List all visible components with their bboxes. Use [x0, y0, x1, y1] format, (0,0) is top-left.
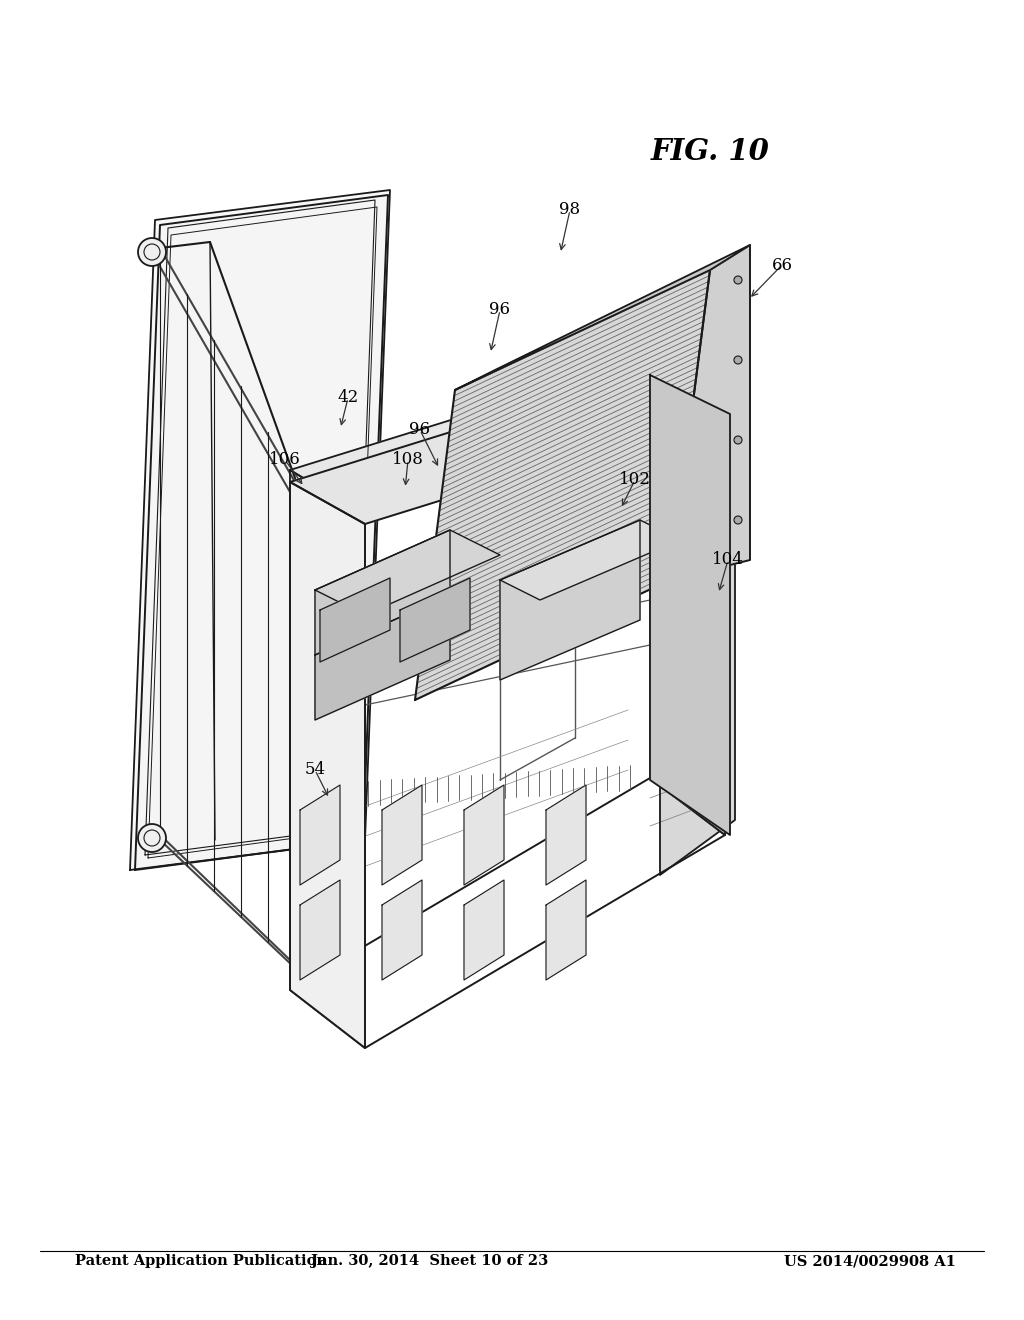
- Polygon shape: [315, 531, 500, 615]
- Text: 96: 96: [410, 421, 430, 438]
- Text: FIG. 10: FIG. 10: [650, 137, 769, 166]
- Text: 66: 66: [771, 256, 793, 273]
- Circle shape: [138, 824, 166, 851]
- Circle shape: [138, 238, 166, 267]
- Polygon shape: [290, 482, 365, 1048]
- Polygon shape: [415, 271, 710, 700]
- Polygon shape: [290, 355, 735, 515]
- Polygon shape: [650, 375, 730, 836]
- Text: 42: 42: [337, 389, 358, 407]
- Polygon shape: [546, 785, 586, 884]
- Text: 54: 54: [304, 762, 326, 779]
- Polygon shape: [660, 355, 735, 875]
- Circle shape: [734, 356, 742, 364]
- Circle shape: [734, 436, 742, 444]
- Polygon shape: [455, 246, 750, 389]
- Polygon shape: [290, 470, 365, 950]
- Text: 102: 102: [620, 471, 651, 488]
- Text: 104: 104: [712, 552, 744, 569]
- Text: US 2014/0029908 A1: US 2014/0029908 A1: [784, 1254, 956, 1269]
- Text: 96: 96: [489, 301, 511, 318]
- Polygon shape: [135, 195, 388, 870]
- Polygon shape: [382, 880, 422, 979]
- Text: Patent Application Publication: Patent Application Publication: [75, 1254, 327, 1269]
- Polygon shape: [500, 520, 640, 680]
- Polygon shape: [500, 520, 680, 601]
- Circle shape: [734, 516, 742, 524]
- Polygon shape: [382, 785, 422, 884]
- Polygon shape: [650, 370, 725, 836]
- Polygon shape: [464, 785, 504, 884]
- Polygon shape: [670, 246, 750, 579]
- Polygon shape: [546, 880, 586, 979]
- Polygon shape: [315, 531, 450, 655]
- Polygon shape: [400, 578, 470, 663]
- Polygon shape: [464, 880, 504, 979]
- Text: Jan. 30, 2014  Sheet 10 of 23: Jan. 30, 2014 Sheet 10 of 23: [311, 1254, 549, 1269]
- Polygon shape: [290, 370, 725, 524]
- Polygon shape: [319, 578, 390, 663]
- Circle shape: [734, 276, 742, 284]
- Text: 98: 98: [559, 202, 581, 219]
- Polygon shape: [315, 595, 450, 719]
- Polygon shape: [300, 880, 340, 979]
- Polygon shape: [300, 785, 340, 884]
- Text: 106: 106: [269, 451, 301, 469]
- Polygon shape: [130, 190, 390, 870]
- Text: 108: 108: [392, 451, 424, 469]
